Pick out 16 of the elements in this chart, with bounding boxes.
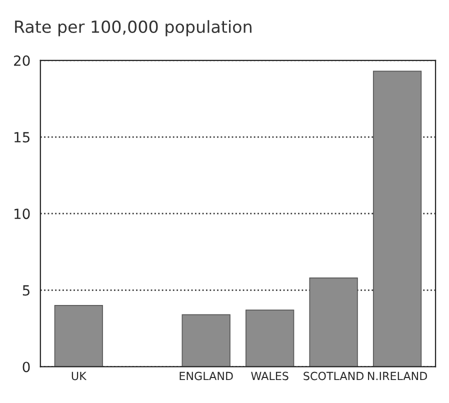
bar [246, 310, 294, 367]
y-axis-title: Rate per 100,000 population [15, 20, 252, 36]
bar [309, 277, 358, 367]
y-tick-label: 20 [14, 55, 30, 66]
x-tick-label: WALES [251, 372, 288, 380]
y-tick-label: 10 [14, 208, 30, 220]
bar [182, 314, 230, 367]
x-tick-label: SCOTLAND [304, 372, 364, 380]
x-tick-label: UK [72, 372, 87, 380]
bar [372, 70, 422, 367]
x-tick-label: ENGLAND [180, 372, 233, 380]
x-tick-label: N.IRELAND [368, 372, 428, 380]
y-tick-label: 15 [14, 132, 30, 142]
y-tick-label: 5 [22, 285, 30, 296]
y-tick-label: 0 [22, 362, 30, 372]
bar [54, 305, 103, 367]
